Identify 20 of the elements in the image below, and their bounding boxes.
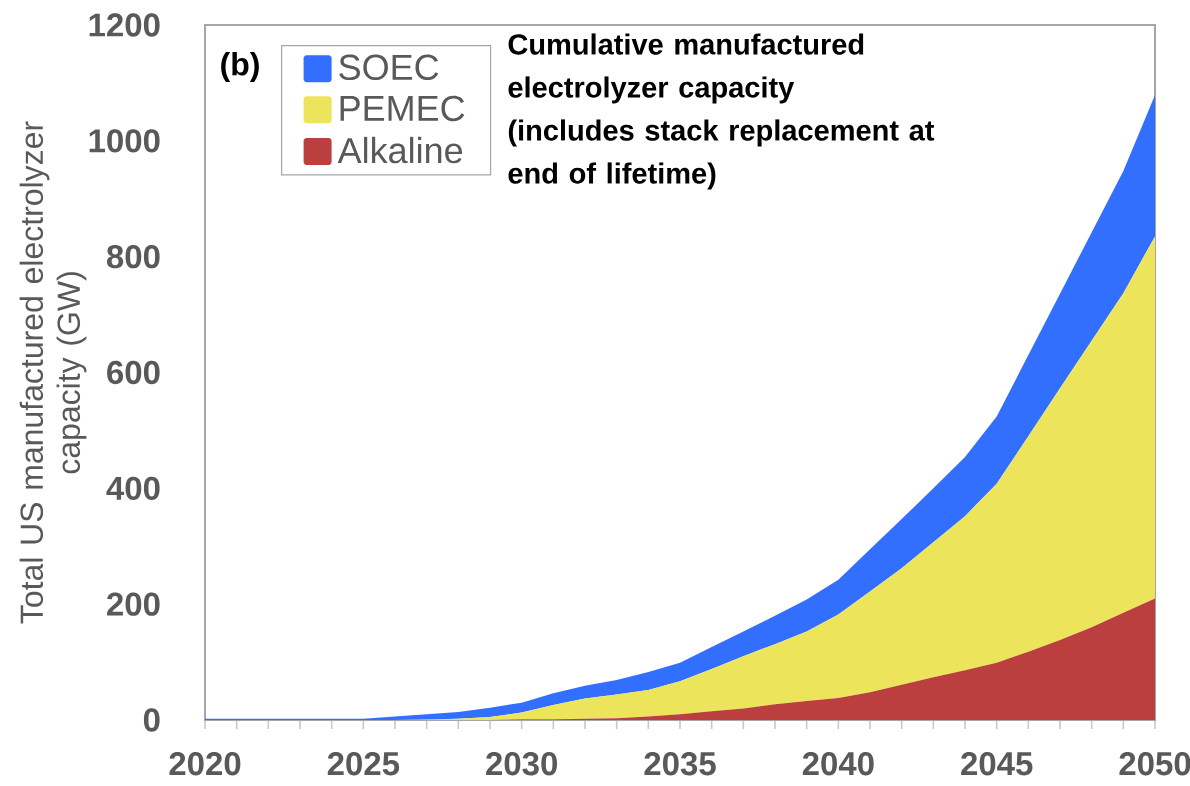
x-tick-label: 2045 — [961, 752, 1033, 776]
x-tick-label: 2025 — [327, 752, 400, 776]
legend-label: PEMEC — [340, 95, 465, 122]
y-axis-title: Total US manufactured electrolyzer capacity (GW) — [19, 121, 87, 624]
x-tick-label: 2040 — [802, 752, 874, 776]
x-tick-label: 2035 — [644, 752, 716, 776]
y-tick-label: 1000 — [89, 129, 160, 153]
annotation: (b) — [221, 52, 259, 82]
x-tick-label: 2050 — [1119, 752, 1190, 776]
x-tick-label: 2030 — [486, 752, 558, 776]
legend-label: SOEC — [339, 54, 439, 81]
y-tick-label: 0 — [143, 708, 160, 732]
annotation: Cumulative manufactured electrolyzer capacity (includes stack replacement at end of lifetime) — [508, 33, 935, 190]
y-tick-label: 200 — [107, 592, 160, 616]
y-tick-label: 1200 — [89, 13, 160, 37]
y-tick-label: 800 — [106, 244, 160, 269]
y-tick-label: 400 — [106, 476, 160, 500]
y-tick-label: 600 — [107, 360, 160, 385]
legend-label: Alkaline — [337, 136, 463, 164]
x-tick-label: 2020 — [169, 752, 241, 776]
